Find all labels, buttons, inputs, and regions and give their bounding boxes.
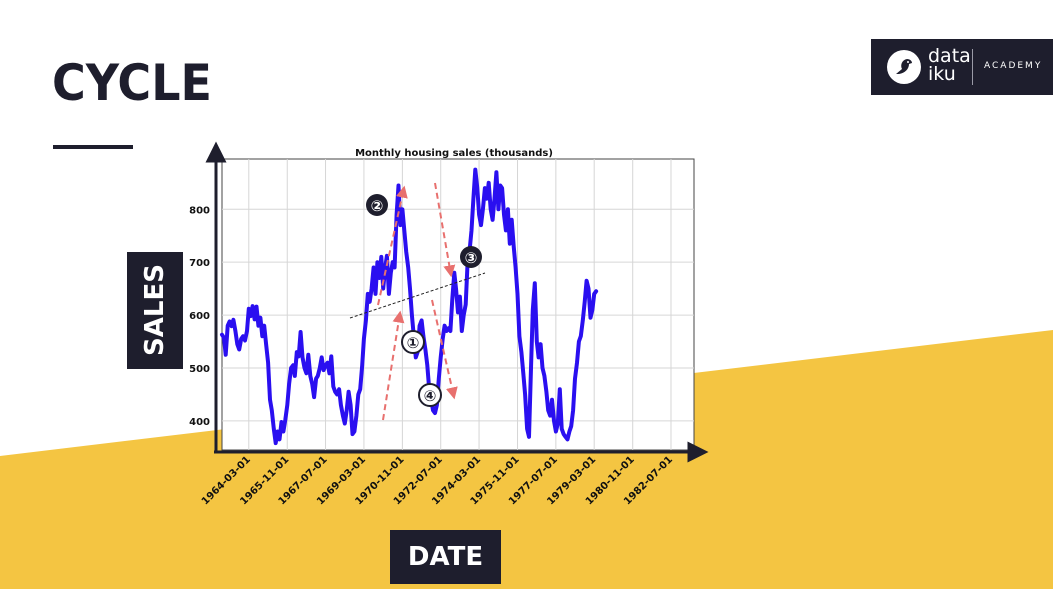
logo-divider (972, 49, 973, 85)
annotation-2: ② (366, 194, 388, 216)
slide-title: CYCLE (52, 54, 212, 112)
arrow-3 (434, 182, 456, 278)
logo-academy-text: ACADEMY (984, 61, 1043, 71)
x-tick-labels: 1964-03-011965-11-011967-07-011969-03-01… (200, 454, 675, 507)
chart-title: Monthly housing sales (thousands) (355, 148, 553, 159)
annotation-4: ④ (418, 383, 442, 407)
y-tick-labels: 400 500 600 700 800 (189, 205, 210, 428)
annotation-4-label: ④ (424, 387, 437, 405)
bird-logo-icon (887, 50, 921, 84)
title-underline (53, 145, 133, 149)
trend-line (349, 272, 486, 319)
logo-word-data: data (928, 45, 971, 67)
dataiku-academy-logo: data iku ACADEMY (871, 39, 1053, 95)
annotation-2-label: ② (371, 197, 384, 215)
arrow-4 (431, 299, 458, 400)
annotation-1: ① (401, 330, 425, 354)
y-tick-label: 500 (189, 364, 210, 375)
arrow-1 (382, 310, 405, 421)
y-tick-label: 600 (189, 311, 210, 322)
sales-label-box: SALES (127, 252, 183, 369)
date-label: DATE (407, 542, 484, 572)
date-label-box: DATE (390, 530, 501, 584)
y-tick-label: 800 (189, 205, 210, 216)
series-line (220, 167, 599, 446)
logo-word-iku: iku (928, 63, 956, 85)
annotation-3-label: ③ (465, 249, 478, 267)
annotation-1-label: ① (407, 334, 420, 352)
annotation-3: ③ (460, 246, 482, 268)
logo-wordmark: data iku (928, 45, 971, 85)
y-tick-label: 700 (189, 258, 210, 269)
y-tick-label: 400 (189, 417, 210, 428)
